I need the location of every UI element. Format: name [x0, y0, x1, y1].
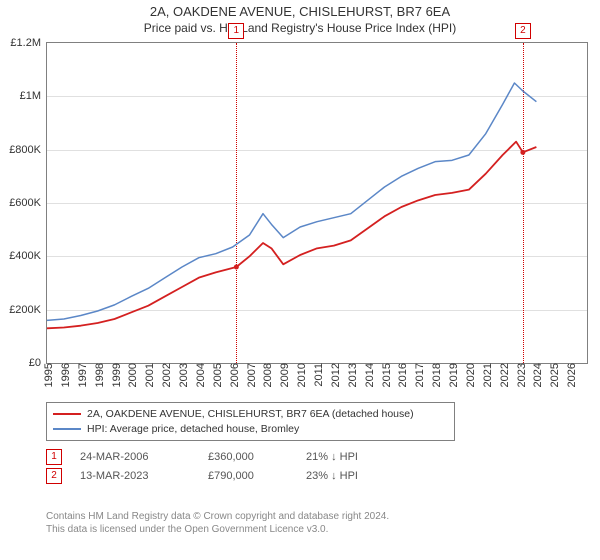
sale-reference-marker: 1: [228, 23, 244, 39]
x-tick-label: 2025: [545, 363, 561, 387]
sale-number-box: 2: [46, 468, 62, 484]
x-tick-label: 2000: [123, 363, 139, 387]
x-tick-label: 2009: [275, 363, 291, 387]
plot-area: £0£200K£400K£600K£800K£1M£1.2M1995199619…: [46, 42, 588, 364]
y-tick-label: £1M: [20, 90, 47, 102]
footer-line-1: Contains HM Land Registry data © Crown c…: [46, 510, 389, 523]
x-tick-label: 2012: [326, 363, 342, 387]
legend-swatch: [53, 413, 81, 415]
x-tick-label: 2017: [410, 363, 426, 387]
footer-line-2: This data is licensed under the Open Gov…: [46, 523, 389, 536]
title-line-1: 2A, OAKDENE AVENUE, CHISLEHURST, BR7 6EA: [0, 4, 600, 21]
y-tick-label: £200K: [9, 304, 47, 316]
legend-item: 2A, OAKDENE AVENUE, CHISLEHURST, BR7 6EA…: [53, 407, 448, 422]
y-tick-label: £400K: [9, 250, 47, 262]
sale-vs-hpi: 23% ↓ HPI: [306, 467, 396, 486]
x-tick-label: 2007: [242, 363, 258, 387]
x-tick-label: 2022: [495, 363, 511, 387]
sale-price: £360,000: [208, 448, 288, 467]
x-tick-label: 1995: [39, 363, 55, 387]
title-line-2: Price paid vs. HM Land Registry's House …: [0, 21, 600, 37]
sales-table: 1 24-MAR-2006 £360,000 21% ↓ HPI 2 13-MAR-202…: [46, 448, 396, 485]
sale-row: 2 13-MAR-2023 £790,000 23% ↓ HPI: [46, 467, 396, 486]
chart-title: 2A, OAKDENE AVENUE, CHISLEHURST, BR7 6EA…: [0, 0, 600, 36]
x-tick-label: 2016: [393, 363, 409, 387]
attribution-footer: Contains HM Land Registry data © Crown c…: [46, 510, 389, 536]
sale-date: 24-MAR-2006: [80, 448, 190, 467]
x-tick-label: 2021: [478, 363, 494, 387]
sale-reference-marker: 2: [515, 23, 531, 39]
x-tick-label: 2024: [528, 363, 544, 387]
x-tick-label: 2003: [174, 363, 190, 387]
sale-marker: [234, 265, 239, 270]
x-tick-label: 2008: [258, 363, 274, 387]
x-tick-label: 2020: [461, 363, 477, 387]
sale-date: 13-MAR-2023: [80, 467, 190, 486]
x-tick-label: 2013: [343, 363, 359, 387]
sale-marker: [520, 150, 525, 155]
x-tick-label: 1999: [107, 363, 123, 387]
legend-label: 2A, OAKDENE AVENUE, CHISLEHURST, BR7 6EA…: [87, 407, 414, 422]
sale-number-box: 1: [46, 449, 62, 465]
y-tick-label: £800K: [9, 144, 47, 156]
x-tick-label: 2002: [157, 363, 173, 387]
legend-swatch: [53, 428, 81, 430]
sale-price: £790,000: [208, 467, 288, 486]
legend-item: HPI: Average price, detached house, Brom…: [53, 422, 448, 437]
y-tick-label: £1.2M: [10, 37, 47, 49]
x-tick-label: 2018: [427, 363, 443, 387]
x-tick-label: 2026: [562, 363, 578, 387]
series-line: [47, 83, 536, 320]
x-tick-label: 2004: [191, 363, 207, 387]
x-tick-label: 2019: [444, 363, 460, 387]
sale-vs-hpi: 21% ↓ HPI: [306, 448, 396, 467]
x-tick-label: 2010: [292, 363, 308, 387]
x-tick-label: 2005: [208, 363, 224, 387]
x-tick-label: 2001: [140, 363, 156, 387]
legend-label: HPI: Average price, detached house, Brom…: [87, 422, 299, 437]
series-line: [47, 142, 536, 329]
x-tick-label: 2014: [360, 363, 376, 387]
x-tick-label: 2015: [377, 363, 393, 387]
x-tick-label: 2006: [225, 363, 241, 387]
x-tick-label: 1998: [90, 363, 106, 387]
sale-row: 1 24-MAR-2006 £360,000 21% ↓ HPI: [46, 448, 396, 467]
x-tick-label: 1996: [56, 363, 72, 387]
x-tick-label: 1997: [73, 363, 89, 387]
legend: 2A, OAKDENE AVENUE, CHISLEHURST, BR7 6EA…: [46, 402, 455, 441]
y-tick-label: £600K: [9, 197, 47, 209]
x-tick-label: 2011: [309, 363, 325, 387]
x-tick-label: 2023: [512, 363, 528, 387]
series-svg: [47, 43, 587, 363]
